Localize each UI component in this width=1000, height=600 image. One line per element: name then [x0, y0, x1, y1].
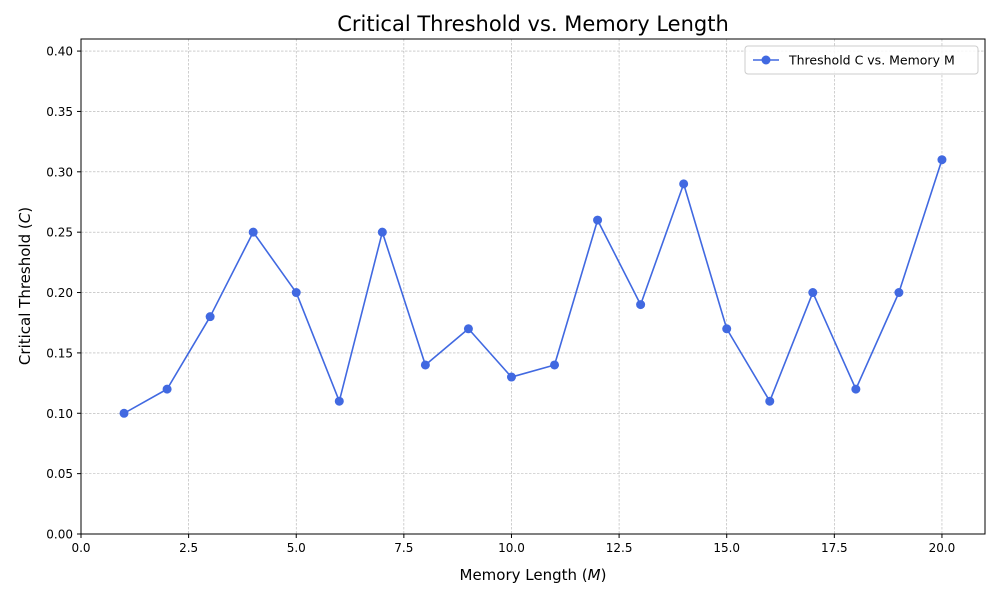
- x-axis-title-text: Memory Length (: [460, 566, 588, 584]
- y-tick-label: 0.10: [46, 407, 73, 421]
- data-point: [119, 408, 129, 418]
- x-axis: 0.0 2.5 5.0 7.5 10.0 12.5 15.0 17.5 20.0: [71, 534, 955, 555]
- y-tick-label: 0.35: [46, 105, 73, 119]
- data-point: [937, 155, 947, 165]
- data-point: [463, 324, 473, 334]
- data-point: [420, 360, 430, 370]
- x-axis-title: Memory Length (M): [460, 566, 607, 584]
- legend-marker-sample: [761, 55, 771, 65]
- data-point: [765, 396, 775, 406]
- x-tick-label: 20.0: [929, 541, 956, 555]
- x-tick-label: 2.5: [179, 541, 198, 555]
- plot-frame: [80, 38, 986, 535]
- data-point: [506, 372, 516, 382]
- y-tick-label: 0.00: [46, 528, 73, 542]
- x-tick-label: 0.0: [71, 541, 90, 555]
- data-point: [334, 396, 344, 406]
- data-point: [248, 227, 258, 237]
- y-tick-label: 0.15: [46, 346, 73, 360]
- x-tick-label: 17.5: [821, 541, 848, 555]
- y-tick-label: 0.05: [46, 467, 73, 481]
- data-point: [808, 288, 818, 298]
- y-tick-label: 0.20: [46, 286, 73, 300]
- series-layer: [119, 155, 947, 418]
- y-tick-label: 0.30: [46, 165, 73, 179]
- y-axis-title: Critical Threshold (C): [16, 207, 34, 365]
- data-point: [550, 360, 560, 370]
- legend: Threshold C vs. Memory M: [744, 45, 979, 75]
- x-tick-label: 10.0: [498, 541, 525, 555]
- y-axis-title-text: Critical Threshold (: [16, 223, 34, 365]
- x-axis-title-close: ): [601, 566, 607, 584]
- data-point: [679, 179, 689, 189]
- y-axis-title-close: ): [16, 207, 34, 213]
- data-point: [593, 215, 603, 225]
- y-axis: 0.00 0.05 0.10 0.15 0.20 0.25 0.30 0.35 0.40: [46, 45, 81, 542]
- x-axis-title-var: M: [588, 566, 601, 584]
- legend-label: Threshold C vs. Memory M: [788, 53, 955, 68]
- x-tick-label: 15.0: [713, 541, 740, 555]
- data-point: [205, 312, 215, 322]
- y-axis-title-var: C: [16, 212, 34, 223]
- data-point: [722, 324, 732, 334]
- data-point: [851, 384, 861, 394]
- chart-title: Critical Threshold vs. Memory Length: [337, 12, 729, 36]
- data-point: [894, 288, 904, 298]
- data-point: [636, 300, 646, 310]
- data-point: [377, 227, 387, 237]
- legend-box: [744, 45, 979, 75]
- x-tick-label: 7.5: [394, 541, 413, 555]
- data-point: [291, 288, 301, 298]
- x-tick-label: 12.5: [606, 541, 633, 555]
- series-line: [123, 159, 943, 414]
- y-tick-label: 0.40: [46, 45, 73, 59]
- data-point: [162, 384, 172, 394]
- x-tick-label: 5.0: [287, 541, 306, 555]
- y-tick-label: 0.25: [46, 226, 73, 240]
